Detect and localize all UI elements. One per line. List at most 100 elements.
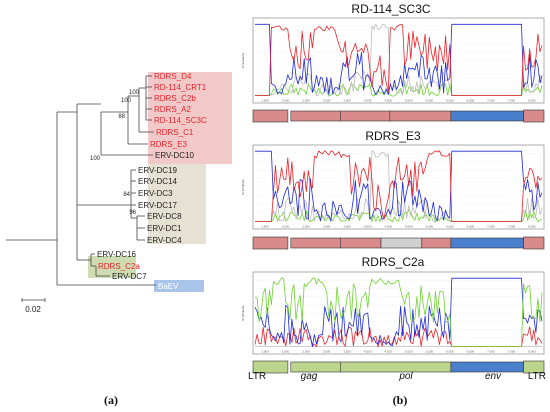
tip-label: ERV-DC10	[155, 151, 195, 160]
x-tick-label: 2,500	[302, 99, 310, 103]
tip-label: ERV-DC14	[138, 177, 178, 186]
tip-label: RD-114_CRT1	[154, 83, 207, 92]
gag-label: gag	[301, 371, 318, 382]
x-tick-label: 2,000	[282, 350, 290, 354]
genome-segment	[252, 360, 289, 374]
genome-segment	[421, 237, 452, 249]
similarity-line-red	[255, 150, 543, 222]
genome-bar-2	[252, 236, 545, 250]
pol-label: pol	[398, 371, 413, 382]
bootstrap-value: 84	[123, 192, 130, 198]
genome-segment	[523, 109, 545, 123]
genome-segment	[523, 236, 545, 250]
x-tick-label: 5,500	[426, 350, 434, 354]
clade-box-red	[148, 72, 232, 164]
genome-bar-3	[252, 360, 545, 374]
bootstrap-value: 88	[118, 114, 125, 120]
x-tick-label: 2,500	[302, 350, 310, 354]
x-tick-label: 8,000	[528, 350, 536, 354]
bootstrap-value: 100	[121, 98, 132, 104]
x-tick-label: 6,500	[467, 99, 475, 103]
bootstrap-values: 100 100 88 100 84 96	[90, 90, 140, 216]
genome-segment	[252, 109, 289, 123]
genome-segment	[290, 237, 341, 249]
ltr-right-label: LTR	[528, 371, 546, 382]
y-axis-label: % Similarity	[241, 52, 245, 68]
panel-label-b: (b)	[393, 393, 408, 407]
x-tick-label: 4,500	[384, 99, 392, 103]
bootstrap-value: 100	[90, 156, 101, 162]
x-tick-label: 5,000	[405, 225, 413, 229]
tip-label: ERV-DC16	[97, 250, 137, 259]
bootstrap-value: 100	[129, 90, 140, 96]
clade-box-beige	[148, 164, 206, 244]
genome-segment	[450, 110, 524, 122]
bootstrap-value: 96	[129, 210, 136, 216]
x-tick-label: 8,000	[528, 225, 536, 229]
x-tick-label: 6,500	[467, 225, 475, 229]
x-tick-label: 5,000	[405, 99, 413, 103]
x-tick-label: 7,000	[487, 350, 495, 354]
x-tick-label: 5,500	[426, 225, 434, 229]
x-tick-label: 3,000	[323, 350, 331, 354]
tip-label: ERV-DC4	[147, 236, 182, 245]
phylogenetic-tree: RDRS_D4 RD-114_CRT1 RDRS_C2b RDRS_A2 RD-…	[6, 72, 232, 314]
similarity-line-blue	[254, 277, 543, 347]
tip-label: RDRS_C1	[156, 128, 194, 137]
panel-title: RD-114_SC3C	[351, 2, 430, 16]
tip-label: ERV-DC17	[138, 201, 178, 210]
panel-title: RDRS_C2a	[362, 255, 425, 269]
genome-segment	[339, 237, 382, 249]
env-label: env	[485, 371, 502, 382]
x-tick-label: 6,000	[446, 99, 454, 103]
tip-label: RDRS_C2a	[98, 262, 140, 271]
x-tick-label: 3,000	[323, 99, 331, 103]
y-axis-label: % Similarity	[241, 179, 245, 195]
x-tick-label: 6,000	[446, 350, 454, 354]
tip-label: ERV-DC3	[138, 189, 173, 198]
genome-segment	[339, 361, 452, 373]
similarity-line-blue	[255, 23, 543, 96]
tip-label: BaEV	[158, 282, 179, 291]
x-tick-label: 2,000	[282, 99, 290, 103]
tip-label: ERV-DC19	[138, 166, 178, 175]
genome-segment	[290, 110, 341, 122]
x-tick-label: 2,000	[282, 225, 290, 229]
genome-labels: LTR gag pol env LTR	[248, 371, 546, 382]
tip-label: RDRS_C2b	[154, 94, 196, 103]
scale-bar: 0.02	[21, 298, 46, 314]
y-axis-label: % Similarity	[241, 305, 245, 321]
panel-label-a: (a)	[104, 393, 118, 407]
tip-label: RDRS_E3	[150, 140, 187, 149]
similarity-plot-2: % Similarity 1,500 2,000 2,500 3,000 3,500 4,0…	[241, 144, 545, 230]
clade-box-blue	[154, 280, 204, 292]
x-tick-label: 5,000	[405, 350, 413, 354]
x-tick-label: 4,000	[364, 225, 372, 229]
tip-label: ERV-DC7	[112, 272, 147, 281]
x-tick-label: 1,500	[261, 350, 269, 354]
x-tick-label: 7,500	[508, 350, 516, 354]
tip-label: RDRS_D4	[154, 72, 192, 81]
plot-area: % Similarity 1,500 2,000 2,500 3,000 3,500 4,0…	[241, 17, 545, 355]
genome-bars	[252, 109, 545, 374]
ltr-left-label: LTR	[248, 371, 266, 382]
x-tick-label: 4,000	[364, 99, 372, 103]
genome-segment	[252, 236, 289, 250]
x-tick-label: 8,000	[528, 99, 536, 103]
genome-segment	[380, 237, 423, 249]
tip-label: RD-114_SC3C	[154, 116, 207, 125]
genome-segment	[523, 360, 545, 374]
x-tick-label: 4,500	[384, 225, 392, 229]
genome-segment	[339, 110, 391, 122]
similarity-line-green	[254, 277, 543, 348]
x-tick-label: 1,500	[261, 225, 269, 229]
similarity-panels: RD-114_SC3C RDRS_E3 RDRS_C2a % Similarit…	[241, 2, 546, 382]
x-tick-label: 3,500	[343, 99, 351, 103]
similarity-line-blue	[255, 150, 543, 222]
x-tick-label: 6,500	[467, 350, 475, 354]
similarity-line-red	[255, 23, 543, 96]
x-tick-label: 3,000	[323, 225, 331, 229]
x-tick-label: 3,500	[343, 350, 351, 354]
x-tick-label: 7,500	[508, 99, 516, 103]
